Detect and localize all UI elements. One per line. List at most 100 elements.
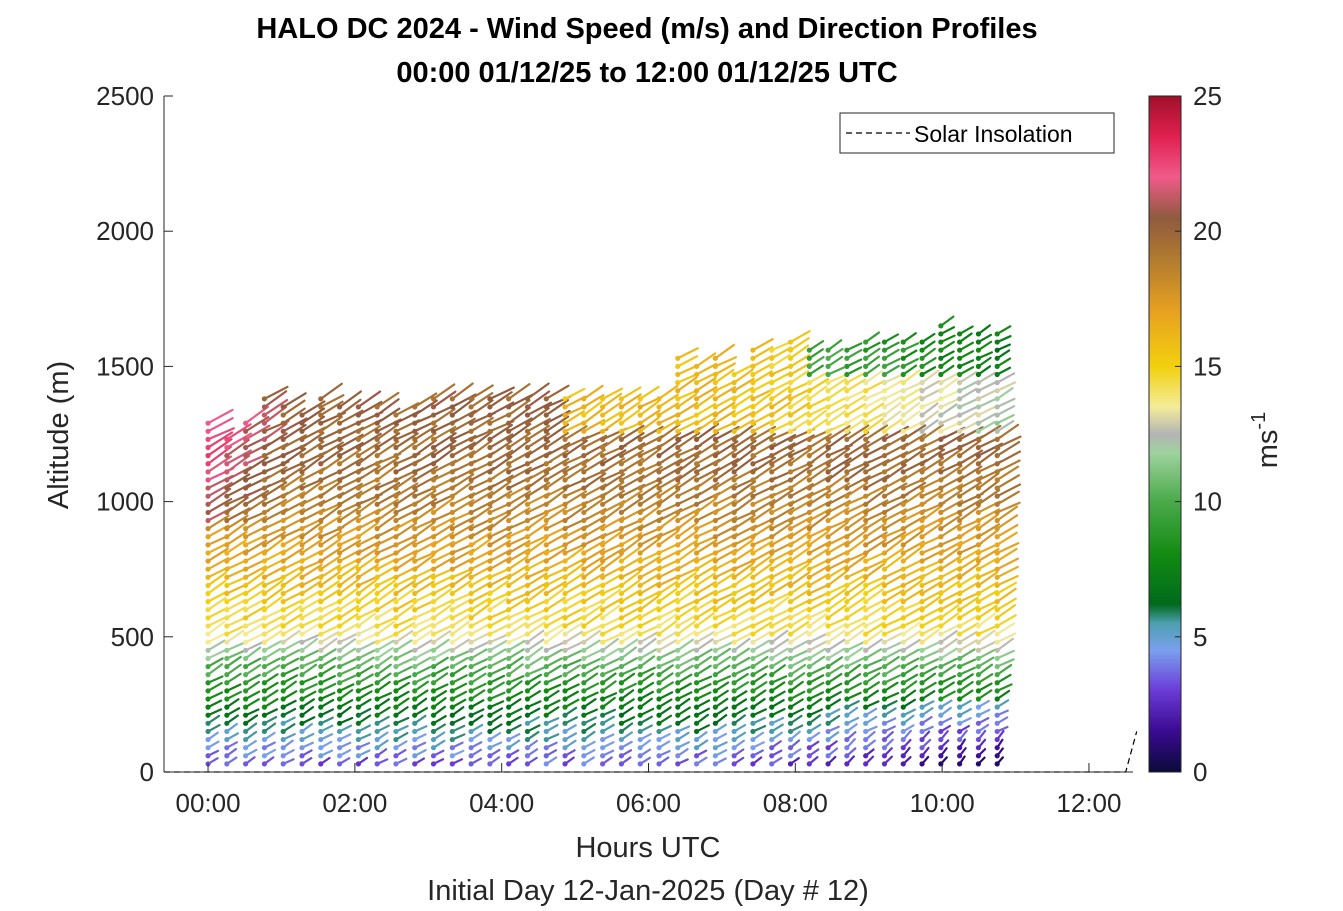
wind-barb-dot: [863, 696, 869, 702]
wind-barb-shaft: [469, 538, 491, 555]
wind-barb-dot: [693, 582, 700, 589]
wind-barb-shaft: [206, 431, 234, 449]
wind-barb-dot: [524, 485, 531, 491]
wind-barb-dot: [524, 647, 531, 653]
wind-barb-dot: [336, 453, 343, 459]
wind-barb-dot: [900, 582, 906, 589]
wind-barb-shaft: [469, 632, 490, 644]
wind-barb-dot: [881, 428, 888, 434]
wind-barb-shaft: [958, 555, 980, 571]
wind-barb-dot: [938, 412, 944, 418]
wind-barb-dot: [675, 623, 681, 629]
wind-barb-dot: [261, 444, 268, 451]
wind-barb-dot: [412, 534, 418, 540]
wind-barb-shaft: [996, 419, 1015, 433]
wind-barb-dot: [863, 647, 869, 653]
wind-barb-dot: [336, 501, 343, 507]
wind-barb-dot: [506, 550, 512, 556]
wind-barb-dot: [731, 704, 737, 710]
wind-barb-shaft: [244, 598, 266, 611]
wind-barb-dot: [543, 469, 549, 475]
wind-barb-dot: [957, 753, 963, 759]
y-tick-label: 500: [111, 622, 154, 652]
wind-barb-dot: [693, 412, 700, 418]
wind-barb-dot: [506, 420, 512, 426]
wind-barb-dot: [769, 582, 775, 589]
wind-barb-dot: [900, 517, 906, 524]
wind-barb-shaft: [488, 614, 510, 628]
wind-barb-shaft: [714, 624, 735, 636]
wind-barb-dot: [280, 672, 286, 678]
wind-barb-shaft: [751, 505, 775, 522]
wind-barb-dot: [336, 485, 343, 491]
wind-barb-shaft: [977, 412, 997, 425]
wind-barb-shaft: [845, 573, 867, 587]
wind-barb-dot: [336, 696, 343, 702]
wind-barb-shaft: [488, 681, 505, 692]
wind-barb-shaft: [864, 514, 888, 530]
wind-barb-dot: [261, 590, 268, 597]
wind-barb-shaft: [413, 656, 432, 668]
wind-barb-dot: [468, 542, 474, 548]
wind-barb-shaft: [751, 464, 775, 482]
wind-barb-dot: [562, 420, 568, 426]
wind-barb-shaft: [657, 439, 682, 457]
wind-barb-dot: [261, 493, 268, 499]
wind-barb-dot: [863, 655, 869, 662]
wind-barb-dot: [825, 444, 831, 451]
wind-barb-dot: [731, 753, 737, 759]
wind-barb-dot: [675, 363, 681, 369]
wind-barb-dot: [205, 647, 211, 653]
wind-barb-dot: [975, 453, 982, 459]
wind-barb-dot: [750, 428, 756, 434]
wind-barb-dot: [261, 542, 268, 548]
wind-barb-dot: [637, 461, 643, 467]
wind-barb-dot: [919, 428, 925, 434]
wind-barb-dot: [656, 517, 662, 524]
wind-barb-shaft: [319, 394, 345, 409]
wind-barb-dot: [693, 696, 700, 702]
wind-barb-dot: [900, 339, 906, 345]
wind-barb-shaft: [319, 613, 341, 628]
wind-barb-shaft: [601, 657, 620, 668]
wind-barb-shaft: [864, 605, 885, 619]
wind-barb-dot: [506, 509, 512, 516]
wind-barb-dot: [318, 428, 324, 434]
wind-barb-dot: [675, 501, 681, 507]
wind-barb-dot: [600, 396, 606, 402]
wind-barb-dot: [637, 704, 643, 710]
wind-barb-dot: [224, 453, 230, 459]
wind-barb-shaft: [601, 392, 623, 409]
wind-barb-shaft: [770, 410, 791, 425]
wind-barb-dot: [581, 477, 587, 483]
wind-barb-dot: [994, 428, 1000, 434]
wind-barb-shaft: [526, 424, 551, 441]
wind-barb-dot: [261, 509, 268, 516]
wind-barb-dot: [844, 712, 850, 718]
wind-barb-dot: [637, 680, 643, 686]
wind-barb-shaft: [826, 656, 844, 668]
wind-barb-dot: [543, 712, 549, 718]
wind-barb-shaft: [826, 540, 850, 555]
wind-barb-dot: [449, 728, 455, 735]
wind-barb-dot: [205, 558, 211, 564]
wind-barb-shaft: [920, 369, 940, 384]
wind-barb-dot: [637, 712, 643, 718]
wind-barb-dot: [280, 736, 286, 743]
wind-barb-dot: [524, 517, 531, 524]
wind-barb-dot: [449, 517, 455, 524]
wind-barb-shaft: [225, 449, 252, 465]
wind-barb-dot: [994, 623, 1000, 629]
wind-barb-shaft: [751, 362, 774, 376]
wind-barb-dot: [750, 347, 756, 353]
wind-barb-dot: [524, 428, 531, 434]
wind-barb-dot: [506, 607, 512, 613]
wind-barb-shaft: [526, 472, 550, 490]
wind-barb-dot: [430, 436, 437, 443]
wind-barb-shaft: [845, 673, 862, 684]
wind-barb-shaft: [958, 455, 981, 473]
wind-barb-dot: [994, 550, 1000, 556]
wind-barb-dot: [600, 493, 606, 499]
wind-barb-dot: [487, 590, 493, 597]
wind-barb-dot: [600, 655, 606, 662]
